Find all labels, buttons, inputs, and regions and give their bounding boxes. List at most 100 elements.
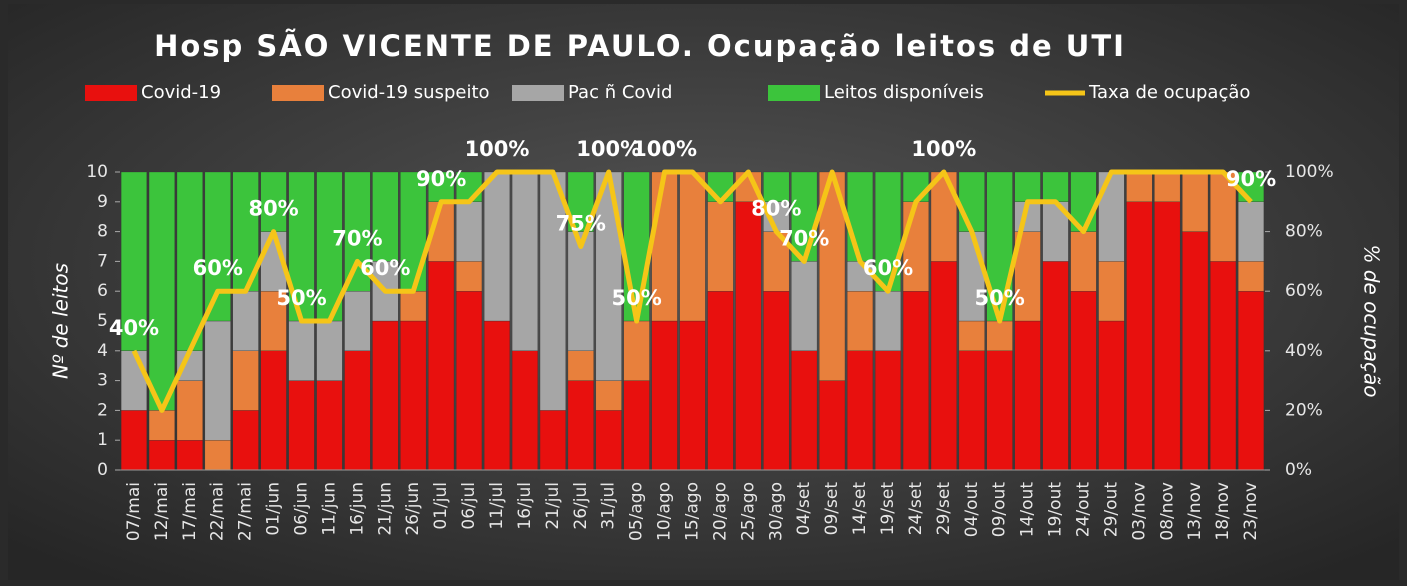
y-tick-label: 10	[86, 162, 108, 182]
bar-segment	[344, 350, 371, 471]
data-label: 40%	[109, 316, 159, 340]
bar-segment	[1070, 291, 1097, 471]
legend-swatch	[512, 85, 564, 101]
x-tick-label: 24/set	[906, 482, 926, 536]
x-tick-label: 11/jun	[319, 482, 339, 536]
x-tick-label: 05/ago	[627, 482, 647, 541]
bar-segment	[176, 171, 203, 351]
x-tick-label: 22/mai	[208, 482, 228, 541]
data-label: 50%	[975, 286, 1025, 310]
data-label: 60%	[863, 256, 913, 280]
y-tick-label: 0	[97, 460, 108, 480]
y-tick-label: 2	[97, 400, 108, 420]
y2-tick-label: 20%	[1285, 400, 1323, 420]
x-tick-label: 01/jun	[264, 482, 284, 536]
y2-axis-label: % de ocupação	[1360, 244, 1384, 397]
data-label: 60%	[193, 256, 243, 280]
x-tick-label: 21/jul	[543, 482, 563, 530]
bar-segment	[874, 291, 901, 351]
legend-label: Pac ñ Covid	[568, 82, 672, 103]
x-tick-label: 20/ago	[710, 482, 730, 541]
bar-segment	[232, 350, 259, 411]
legend-label: Covid-19 suspeito	[328, 82, 490, 103]
x-tick-label: 21/jun	[375, 482, 395, 536]
x-tick-label: 14/out	[1018, 482, 1038, 538]
data-label: 60%	[360, 256, 410, 280]
bar-segment	[1238, 291, 1265, 471]
legend-label: Leitos disponíveis	[824, 82, 984, 103]
data-label: 50%	[276, 286, 326, 310]
y-tick-label: 1	[97, 430, 108, 450]
x-tick-label: 16/jun	[347, 482, 367, 536]
bar-segment	[484, 171, 511, 322]
bar-segment	[847, 291, 874, 351]
bar-segment	[1126, 171, 1153, 202]
bar-segment	[260, 171, 287, 232]
data-label: 100%	[576, 137, 641, 161]
bar-segment	[1238, 201, 1265, 262]
x-tick-label: 16/jul	[515, 482, 535, 530]
y-axis-label: Nº de leitos	[49, 263, 73, 379]
data-label: 70%	[779, 226, 829, 250]
bar-segment	[456, 261, 483, 292]
data-label: 90%	[1226, 167, 1276, 191]
y-tick-label: 5	[97, 311, 108, 331]
bar-segment	[176, 440, 203, 471]
bar-segment	[986, 320, 1013, 351]
bar-segment	[651, 171, 678, 322]
bar-segment	[958, 171, 985, 232]
bar-segment	[567, 350, 594, 381]
bar-segment	[1182, 231, 1209, 471]
bar-segment	[539, 171, 566, 411]
x-tick-label: 14/set	[850, 482, 870, 536]
bar-segment	[930, 261, 957, 471]
bar-segment	[595, 380, 622, 411]
bar-segment	[763, 291, 790, 471]
bar-segment	[232, 291, 259, 351]
data-label: 90%	[416, 167, 466, 191]
bar-segment	[511, 171, 538, 351]
bar-segment	[484, 320, 511, 471]
legend-swatch	[272, 85, 324, 101]
legend-label: Taxa de ocupação	[1088, 82, 1250, 103]
data-label: 80%	[248, 197, 298, 221]
x-tick-label: 04/set	[794, 482, 814, 536]
bar-segment	[232, 410, 259, 471]
bar-segment	[428, 261, 455, 471]
bar-segment	[763, 171, 790, 202]
bar-segment	[902, 171, 929, 202]
bar-segment	[400, 291, 427, 322]
bar-segment	[316, 171, 343, 322]
x-tick-label: 08/nov	[1157, 482, 1177, 541]
bar-segment	[1238, 261, 1265, 292]
x-tick-label: 31/jul	[599, 482, 619, 530]
y-tick-label: 3	[97, 371, 108, 391]
x-tick-label: 17/mai	[180, 482, 200, 541]
bar-segment	[707, 201, 734, 292]
x-tick-label: 06/jun	[292, 482, 312, 536]
y2-tick-label: 0%	[1285, 460, 1312, 480]
x-tick-label: 13/nov	[1185, 482, 1205, 541]
bar-segment	[539, 410, 566, 471]
x-tick-label: 23/nov	[1241, 482, 1261, 541]
bar-segment	[1182, 171, 1209, 232]
bar-segment	[791, 261, 818, 351]
bar-segment	[428, 171, 455, 202]
x-tick-label: 06/jul	[459, 482, 479, 530]
bar-segment	[791, 350, 818, 471]
bar-segment	[1014, 320, 1041, 471]
bar-segment	[1098, 261, 1125, 322]
bar-segment	[623, 320, 650, 381]
data-label: 70%	[332, 226, 382, 250]
x-tick-label: 26/jul	[571, 482, 591, 530]
data-label: 100%	[465, 137, 530, 161]
chart-title: Hosp SÃO VICENTE DE PAULO. Ocupação leit…	[154, 29, 1126, 63]
legend-label: Covid-19	[141, 82, 221, 103]
bar-segment	[1210, 261, 1237, 471]
bar-segment	[456, 291, 483, 471]
y2-tick-label: 100%	[1285, 162, 1334, 182]
bar-segment	[456, 171, 483, 202]
y2-tick-label: 60%	[1285, 281, 1323, 301]
x-tick-label: 04/out	[962, 482, 982, 538]
